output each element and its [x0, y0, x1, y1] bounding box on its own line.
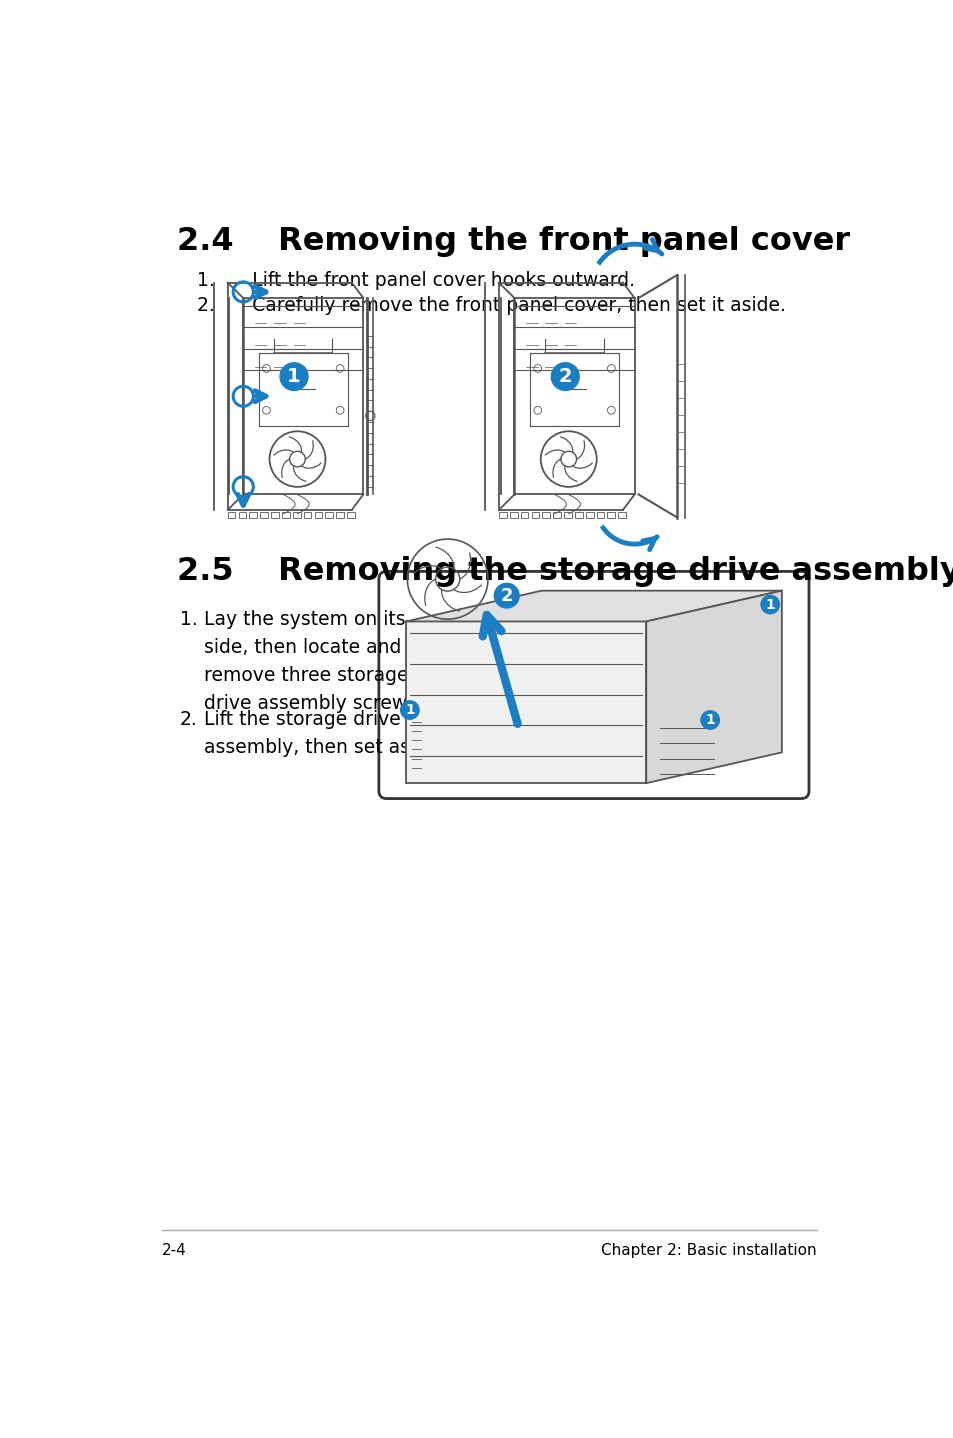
Bar — [325, 512, 333, 518]
Text: 2.5    Removing the storage drive assembly: 2.5 Removing the storage drive assembly — [177, 557, 953, 587]
Text: 2.4    Removing the front panel cover: 2.4 Removing the front panel cover — [177, 226, 850, 257]
Bar — [618, 512, 625, 518]
Bar — [314, 512, 322, 518]
Text: 2: 2 — [500, 587, 513, 604]
Polygon shape — [406, 621, 645, 784]
Text: Chapter 2: Basic installation: Chapter 2: Basic installation — [600, 1242, 816, 1258]
FancyBboxPatch shape — [378, 571, 808, 798]
Bar — [303, 512, 311, 518]
Bar — [260, 512, 268, 518]
Bar — [607, 512, 615, 518]
Text: Lift the storage drive
assembly, then set aside.: Lift the storage drive assembly, then se… — [204, 710, 444, 756]
Bar — [238, 512, 246, 518]
Bar — [563, 512, 571, 518]
Bar — [271, 512, 278, 518]
Circle shape — [760, 597, 778, 613]
Bar — [509, 512, 517, 518]
Bar — [347, 512, 355, 518]
Text: 2.  Carefully remove the front panel cover, then set it aside.: 2. Carefully remove the front panel cove… — [196, 296, 785, 315]
Text: 1: 1 — [704, 713, 715, 728]
Bar — [553, 512, 560, 518]
Circle shape — [401, 702, 418, 719]
Text: 2: 2 — [558, 367, 572, 387]
Bar — [249, 512, 257, 518]
Bar — [293, 512, 300, 518]
Bar — [282, 512, 290, 518]
Text: 1: 1 — [405, 703, 415, 718]
Circle shape — [494, 584, 518, 608]
Circle shape — [280, 362, 308, 391]
Bar — [531, 512, 538, 518]
Text: 2.: 2. — [179, 710, 197, 729]
Bar — [335, 512, 344, 518]
Text: 1: 1 — [764, 598, 774, 611]
Polygon shape — [645, 591, 781, 784]
Bar — [542, 512, 550, 518]
Circle shape — [551, 362, 578, 391]
Bar — [596, 512, 604, 518]
Bar — [585, 512, 593, 518]
Bar — [228, 512, 235, 518]
Bar — [575, 512, 582, 518]
Text: 1: 1 — [287, 367, 300, 387]
Circle shape — [700, 712, 718, 729]
Text: 1.: 1. — [179, 610, 197, 628]
Bar — [520, 512, 528, 518]
Text: 1.  Lift the front panel cover hooks outward.: 1. Lift the front panel cover hooks outw… — [196, 272, 634, 290]
Text: 2-4: 2-4 — [162, 1242, 187, 1258]
Bar — [498, 512, 506, 518]
Text: Lay the system on its
side, then locate and
remove three storage
drive assembly : Lay the system on its side, then locate … — [204, 610, 423, 713]
Polygon shape — [406, 591, 781, 621]
